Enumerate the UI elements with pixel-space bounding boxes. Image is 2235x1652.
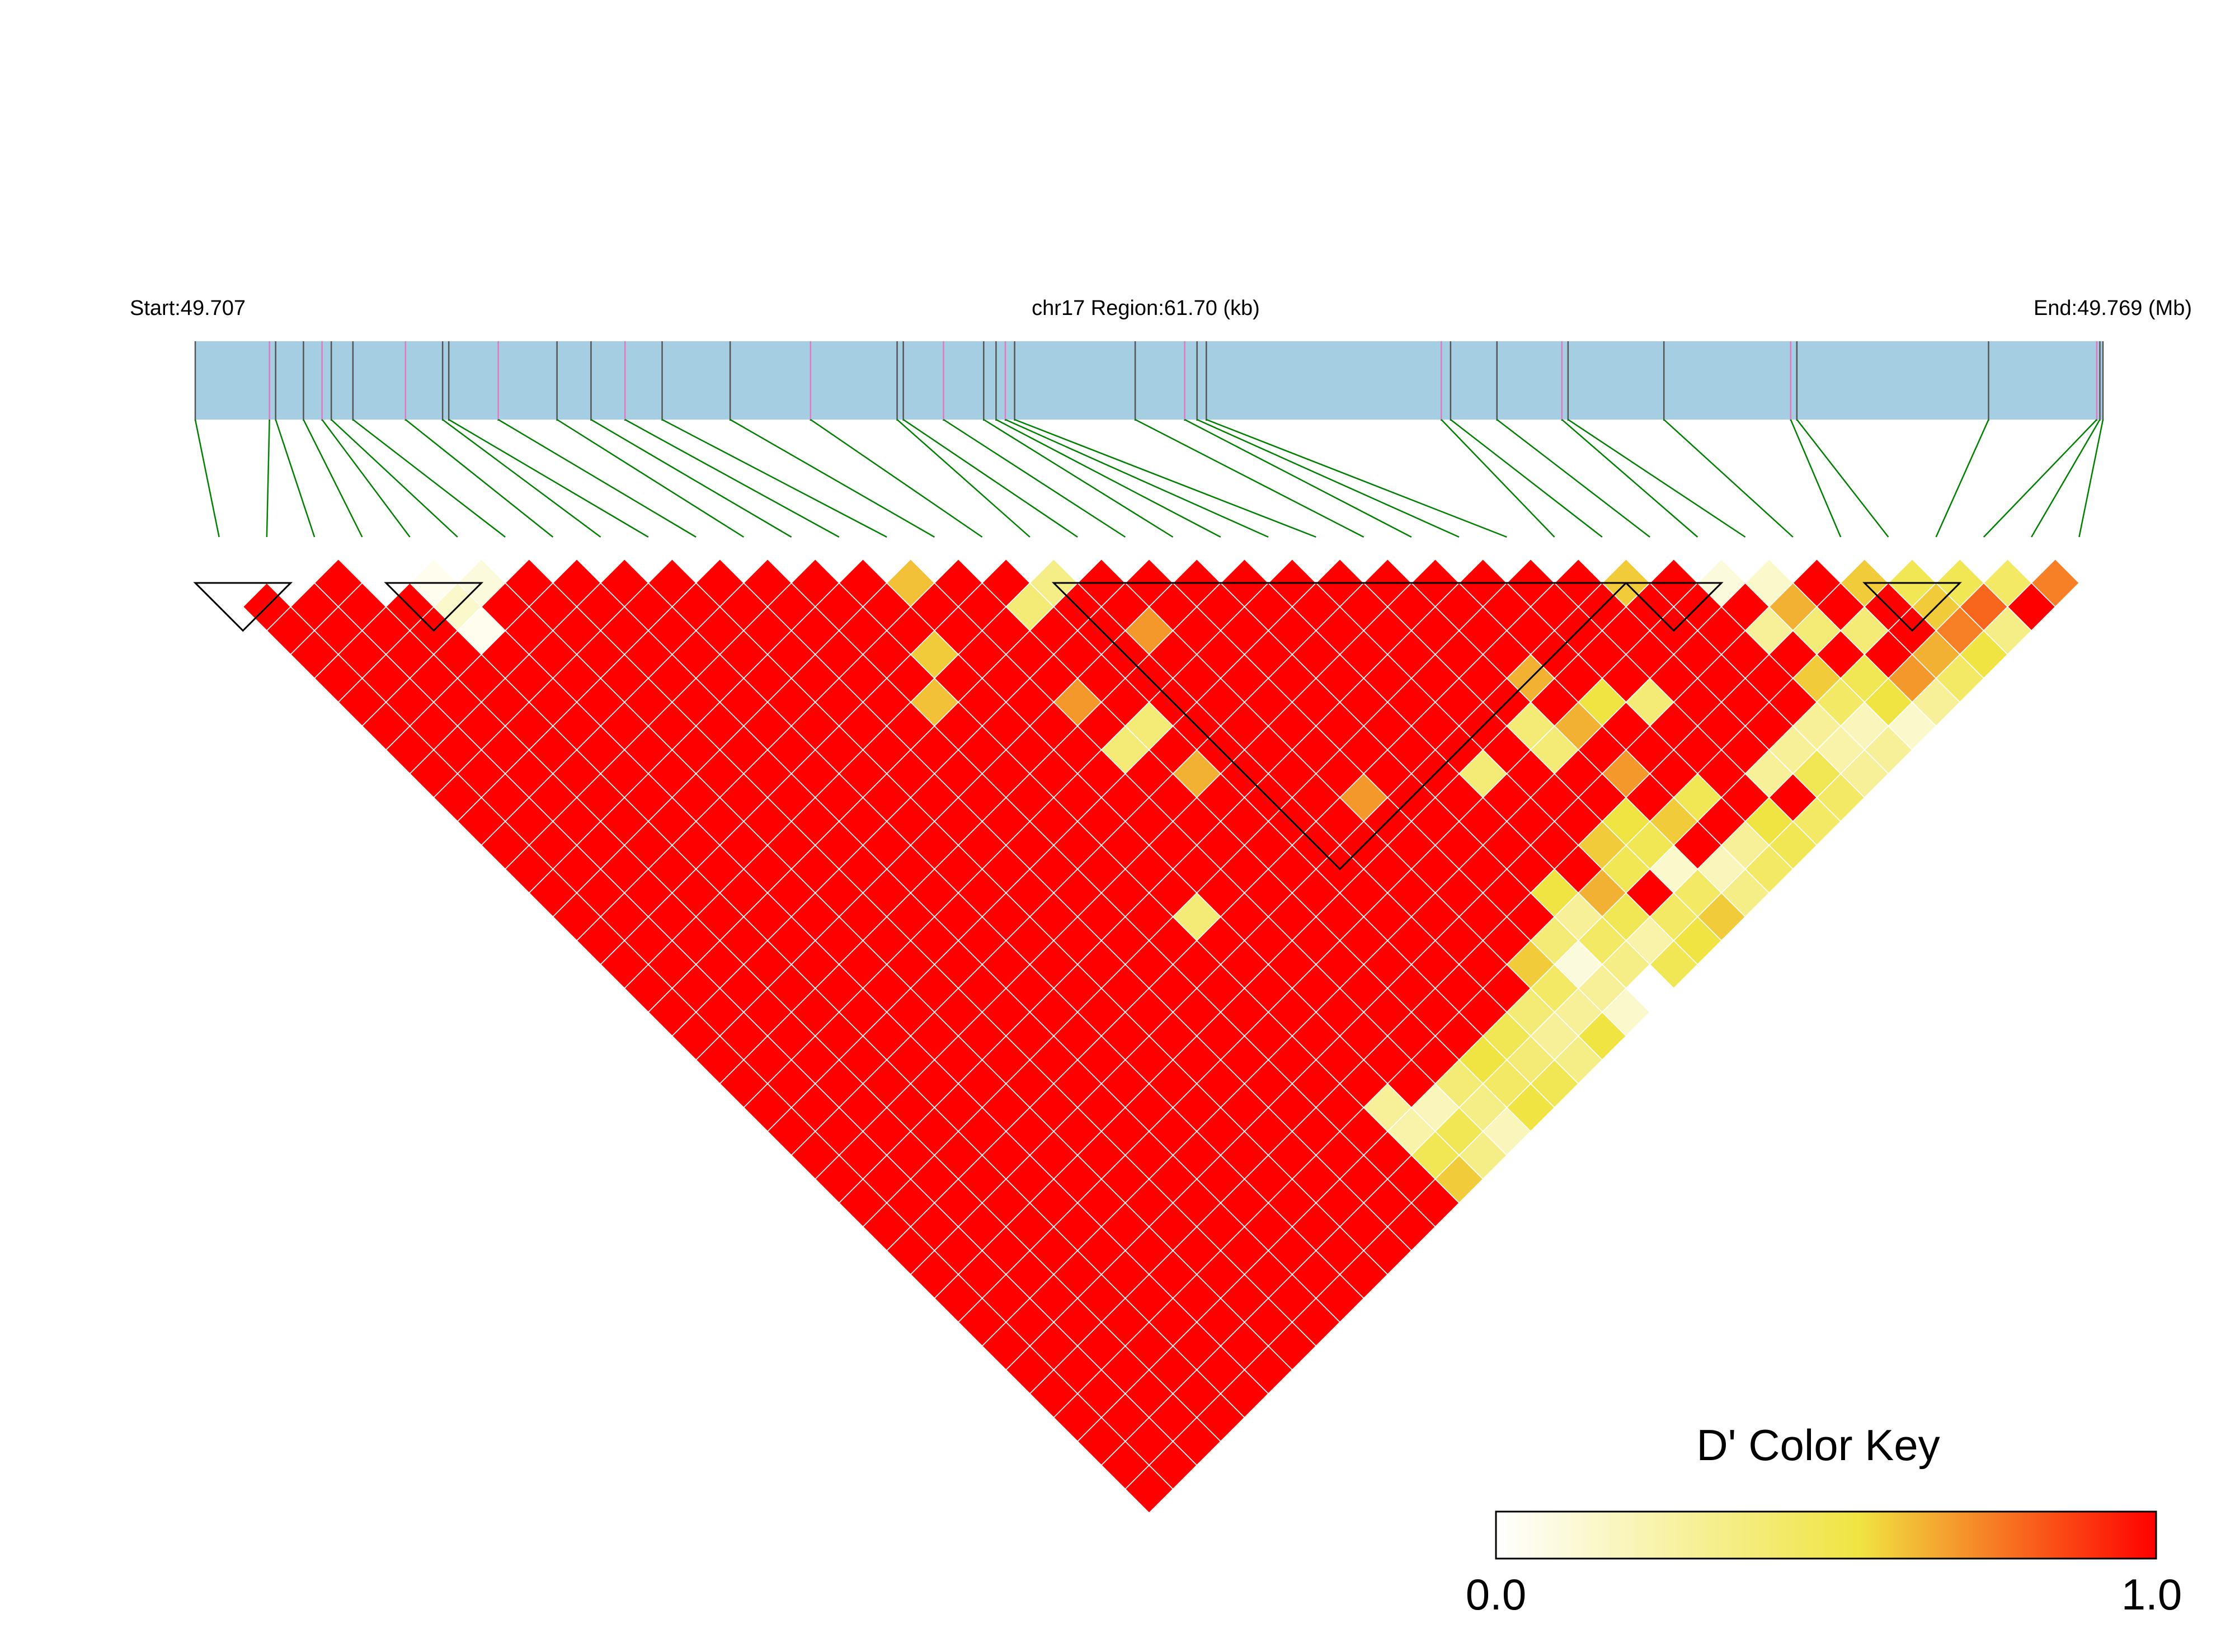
ld-cells: [218, 558, 2080, 1514]
snp-connector-11: [497, 418, 697, 538]
snp-connector-37: [1935, 419, 1989, 538]
color-key: D' Color Key 0.0 1.0: [1466, 1420, 2182, 1619]
snp-connector-8: [405, 419, 554, 538]
haplotype-block-4: [1624, 582, 1724, 632]
snp-connector-40: [2078, 419, 2104, 538]
snp-connector-28: [1206, 418, 1507, 538]
snp-connector-25: [1135, 418, 1364, 538]
snp-connector-32: [1561, 419, 1698, 538]
region-end-label: End:49.769 (Mb): [2034, 296, 2192, 320]
snp-connector-10: [448, 418, 649, 538]
snp-connector-31: [1496, 419, 1650, 538]
snp-connector-29: [1441, 419, 1555, 538]
color-key-min-label: 0.0: [1466, 1570, 1526, 1619]
haplotype-block-outlines: [193, 582, 1962, 870]
snp-connector-15: [661, 418, 887, 538]
snp-connector-39: [2031, 419, 2101, 538]
snp-connector-13: [590, 418, 792, 538]
snp-connector-17: [810, 418, 983, 538]
snp-connector-38: [1983, 419, 2097, 538]
snp-connector-9: [442, 418, 601, 538]
snp-connector-35: [1790, 419, 1842, 538]
haplotype-block-2: [384, 582, 484, 632]
region-center-label: chr17 Region:61.70 (kb): [1032, 296, 1260, 320]
region-start-label: Start:49.707: [130, 296, 246, 320]
haplotype-block-1: [193, 582, 293, 632]
snp-connector-36: [1796, 419, 1889, 538]
snp-connector-30: [1450, 419, 1603, 538]
chromosome-region-band: [195, 341, 2103, 420]
snp-connector-23: [1005, 418, 1269, 538]
snp-connector-5: [321, 419, 411, 538]
snp-connector-34: [1663, 419, 1794, 538]
snp-position-ticks: [194, 341, 2104, 420]
snp-connector-21: [983, 418, 1174, 538]
snp-connector-26: [1184, 418, 1412, 538]
snp-connector-20: [943, 418, 1126, 538]
color-key-max-label: 1.0: [2121, 1570, 2182, 1619]
snp-connector-lines: [194, 418, 2104, 538]
snp-connector-7: [352, 419, 506, 538]
snp-connector-4: [303, 419, 363, 538]
snp-connector-19: [902, 418, 1078, 538]
snp-connector-33: [1568, 418, 1746, 538]
snp-connector-24: [1014, 418, 1316, 538]
snp-connector-3: [275, 419, 316, 538]
snp-connector-2: [266, 419, 270, 538]
snp-connector-1: [194, 419, 220, 538]
snp-connector-6: [331, 419, 458, 538]
snp-connector-16: [730, 418, 935, 538]
snp-connector-14: [624, 418, 840, 538]
ld-cell-39-40: [2030, 558, 2080, 608]
snp-connector-18: [896, 419, 1031, 538]
color-key-gradient-bar: [1495, 1510, 2157, 1560]
snp-connector-27: [1197, 418, 1460, 538]
snp-connector-12: [556, 418, 745, 538]
color-key-title: D' Color Key: [1696, 1420, 1940, 1470]
snp-connector-22: [995, 418, 1221, 538]
haplotype-block-3: [1051, 582, 1629, 870]
haplotype-block-5: [1862, 582, 1962, 632]
